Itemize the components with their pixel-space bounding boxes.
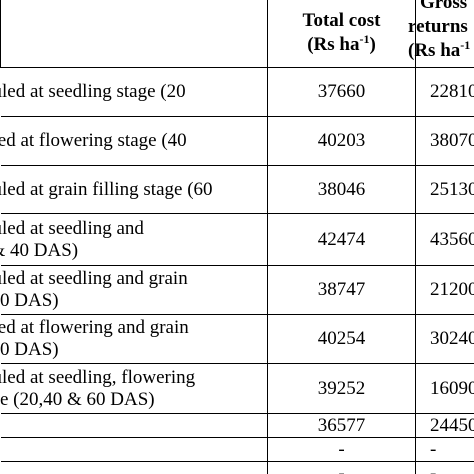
treatment-text: ge (20,40 & 60 DAS)	[0, 388, 155, 410]
gross-returns-header-line3: (Rs ha-1	[408, 37, 471, 61]
table-row: 36577 24450	[0, 413, 474, 438]
gross-returns-cell: 22810	[415, 67, 474, 117]
gross-returns-cell: -	[415, 437, 474, 462]
total-cost-cell: 38046	[267, 165, 416, 214]
treatment-cell: uled at grain filling stage (60	[0, 165, 268, 214]
treatment-cell: uled at seedling stage (20	[0, 67, 268, 117]
table-body: uled at seedling stage (20 37660 22810 led …	[0, 67, 474, 474]
table-row: led at flowering stage (40 40203 38070	[0, 116, 474, 166]
gross-returns-cell: -	[415, 461, 474, 474]
gross-returns-cell: 30240	[415, 314, 474, 364]
gross-returns-cell: 43560	[415, 213, 474, 266]
table-row: --	[0, 461, 474, 474]
treatment-cell: led at flowering and grain 60 DAS)	[0, 314, 268, 364]
treatment-text: uled at grain filling stage (60	[0, 178, 213, 200]
gross-returns-cell: 38070	[415, 116, 474, 166]
treatment-cell	[0, 461, 268, 474]
total-cost-cell: 37660	[267, 67, 416, 117]
table-row: uled at grain filling stage (60 38046 2513…	[0, 165, 474, 214]
treatment-cell: uled at seedling and grain 60 DAS)	[0, 265, 268, 315]
table-row: uled at seedling stage (20 37660 22810	[0, 67, 474, 117]
table-header-row: Total cost (Rs ha-1) Gross returns (Rs h…	[0, 0, 474, 68]
total-cost-header: Total cost (Rs ha-1)	[267, 0, 416, 68]
treatment-text: uled at seedling, flowering	[0, 366, 196, 388]
treatment-cell	[0, 437, 268, 462]
treatment-cell: led at flowering stage (40	[0, 116, 268, 166]
total-cost-cell: 36577	[267, 413, 416, 438]
gross-returns-header-line1: Gross	[420, 0, 468, 13]
total-cost-cell: 40254	[267, 314, 416, 364]
treatment-cell: uled at seedling and& 40 DAS)	[0, 213, 268, 266]
treatment-text: led at flowering stage (40	[0, 130, 187, 151]
gross-returns-header-line2: returns	[408, 15, 468, 37]
total-cost-cell: -	[267, 437, 416, 462]
treatment-text	[0, 463, 267, 474]
treatment-text: uled at seedling stage (20	[0, 81, 186, 102]
total-cost-cell: 40203	[267, 116, 416, 166]
gross-returns-cell: 25130	[415, 165, 474, 214]
treatment-text	[0, 415, 267, 437]
gross-returns-cell: 24450	[415, 413, 474, 438]
treatment-text: uled at seedling and grain	[0, 268, 188, 289]
table-row: uled at seedling and grain 60 DAS)387472…	[0, 265, 474, 315]
total-cost-cell: 39252	[267, 363, 416, 414]
total-cost-cell: -	[267, 461, 416, 474]
table-row: --	[0, 437, 474, 462]
treatment-text: & 40 DAS)	[0, 239, 79, 261]
total-cost-cell: 38747	[267, 265, 416, 315]
total-cost-header-line2: (Rs ha-1)	[307, 31, 376, 55]
total-cost-header-line1: Total cost	[302, 9, 381, 31]
treatment-text: 60 DAS)	[0, 290, 59, 311]
treatment-text: led at flowering and grain	[0, 317, 189, 338]
gross-returns-cell: 16090	[415, 363, 474, 414]
treatment-cell: uled at seedling, flowering ge (20,40 & 6…	[0, 363, 268, 414]
treatment-text: 60 DAS)	[0, 339, 59, 360]
table-row: uled at seedling, flowering ge (20,40 & 6…	[0, 363, 474, 414]
gross-returns-header: Gross returns (Rs ha-1	[408, 0, 474, 68]
total-cost-cell: 42474	[267, 213, 416, 266]
treatment-text	[0, 439, 267, 461]
treatment-text: uled at seedling and	[0, 217, 144, 239]
gross-returns-cell: 21200	[415, 265, 474, 315]
treatment-header	[0, 0, 268, 68]
table-row: led at flowering and grain 60 DAS)402543…	[0, 314, 474, 364]
treatment-cell	[0, 413, 268, 438]
